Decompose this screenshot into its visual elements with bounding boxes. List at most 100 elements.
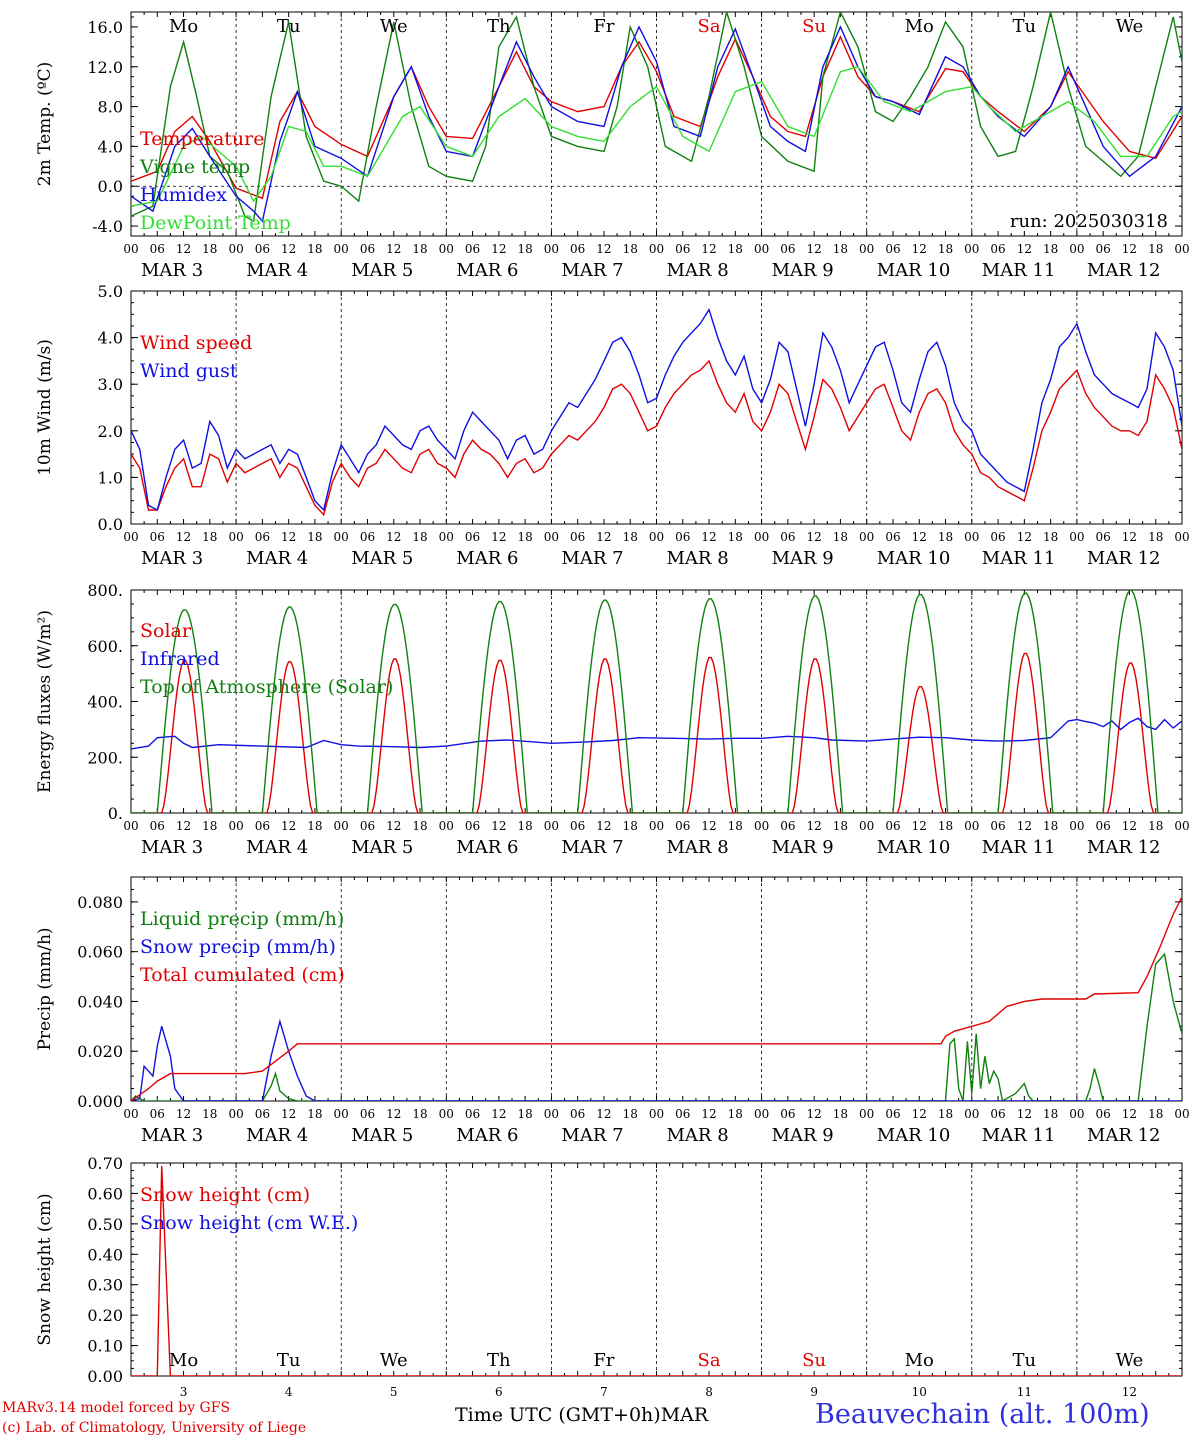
date-label: MAR 4 (246, 1125, 308, 1146)
day-number-label: 6 (495, 1385, 503, 1399)
hour-tick-label: 18 (202, 242, 217, 256)
hour-tick-label: 12 (386, 242, 401, 256)
y-tick-label: 0.020 (77, 1042, 123, 1061)
series-line-infrared (131, 717, 1182, 750)
date-label: MAR 12 (1087, 260, 1161, 281)
hour-tick-label: 00 (754, 1107, 769, 1121)
hour-tick-label: 00 (228, 1107, 243, 1121)
y-tick-label: 8.0 (98, 98, 123, 117)
date-label: MAR 3 (141, 1125, 203, 1146)
hour-tick-label: 18 (623, 819, 638, 833)
y-tick-label: 0.50 (87, 1215, 123, 1234)
weekday-label: Mo (905, 16, 934, 37)
hour-tick-label: 06 (1096, 242, 1111, 256)
hour-tick-label: 00 (964, 819, 979, 833)
y-tick-label: 12.0 (87, 58, 123, 77)
date-label: MAR 3 (141, 260, 203, 281)
hour-tick-label: 12 (701, 819, 716, 833)
y-tick-label: 0.00 (87, 1367, 123, 1386)
date-label: MAR 6 (456, 1125, 518, 1146)
x-axis-title: Time UTC (GMT+0h)MAR (455, 1404, 708, 1426)
hour-tick-label: 00 (439, 819, 454, 833)
hour-tick-label: 12 (912, 530, 927, 544)
lab-credit: (c) Lab. of Climatology, University of L… (2, 1420, 307, 1436)
hour-tick-label: 18 (623, 242, 638, 256)
legend-entry: Liquid precip (mm/h) (140, 908, 344, 930)
weekday-label: Fr (593, 1350, 614, 1371)
hour-tick-label: 00 (544, 530, 559, 544)
date-label: MAR 6 (456, 837, 518, 858)
station-title: Beauvechain (alt. 100m) (815, 1399, 1150, 1430)
y-tick-label: 0.60 (87, 1184, 123, 1203)
y-tick-label: 0.30 (87, 1276, 123, 1295)
weekday-label: Tu (277, 16, 301, 37)
hour-tick-label: 18 (517, 530, 532, 544)
hour-tick-label: 06 (150, 242, 165, 256)
date-label: MAR 10 (877, 548, 951, 569)
hour-tick-label: 00 (439, 242, 454, 256)
weekday-label: Tu (1013, 16, 1037, 37)
day-number-label: 8 (705, 1385, 713, 1399)
weekday-label: Fr (593, 16, 614, 37)
plot-frame (130, 11, 1183, 237)
date-label: MAR 10 (877, 1125, 951, 1146)
hour-tick-label: 12 (281, 1107, 296, 1121)
series-line-dewpoint-temp (131, 65, 1182, 207)
weekday-label: Tu (277, 1350, 301, 1371)
hour-tick-label: 00 (859, 819, 874, 833)
date-label: MAR 8 (667, 260, 729, 281)
legend-entry: Wind gust (140, 360, 238, 382)
hour-tick-label: 12 (281, 530, 296, 544)
hour-tick-label: 00 (649, 1107, 664, 1121)
hour-tick-label: 00 (964, 242, 979, 256)
hour-tick-label: 00 (859, 530, 874, 544)
hour-tick-label: 12 (1017, 1107, 1032, 1121)
hour-tick-label: 00 (1174, 242, 1189, 256)
hour-tick-label: 18 (1148, 819, 1163, 833)
hour-tick-label: 00 (859, 1107, 874, 1121)
legend-entry: Vigne temp (139, 156, 250, 178)
hour-tick-label: 12 (176, 819, 191, 833)
hour-tick-label: 06 (780, 819, 795, 833)
hour-tick-label: 12 (1122, 530, 1137, 544)
hour-tick-label: 18 (623, 530, 638, 544)
date-label: MAR 10 (877, 837, 951, 858)
legend-entry: Humidex (140, 184, 227, 206)
date-label: MAR 4 (246, 548, 308, 569)
hour-tick-label: 06 (360, 242, 375, 256)
date-label: MAR 6 (456, 548, 518, 569)
hour-tick-label: 12 (491, 819, 506, 833)
legend-entry: Solar (140, 620, 192, 642)
series-line-total-cumulated-cm- (131, 895, 1182, 1101)
y-tick-label: 0.040 (77, 992, 123, 1011)
hour-tick-label: 00 (964, 1107, 979, 1121)
hour-tick-label: 06 (150, 1107, 165, 1121)
hour-tick-label: 06 (1096, 1107, 1111, 1121)
day-number-label: 4 (285, 1385, 293, 1399)
panel-2 (130, 290, 1183, 525)
hour-tick-label: 00 (228, 530, 243, 544)
hour-tick-label: 00 (439, 1107, 454, 1121)
hour-tick-label: 06 (885, 1107, 900, 1121)
date-label: MAR 3 (141, 548, 203, 569)
hour-tick-label: 12 (1017, 530, 1032, 544)
weekday-label: We (380, 16, 408, 37)
hour-tick-label: 06 (465, 819, 480, 833)
y-axis-label: Energy fluxes (W/m²) (35, 610, 55, 793)
hour-tick-label: 12 (1017, 242, 1032, 256)
weekday-label: Th (487, 1350, 511, 1371)
hour-tick-label: 18 (623, 1107, 638, 1121)
hour-tick-label: 12 (807, 242, 822, 256)
legend-entry: Infrared (140, 648, 220, 670)
panel-4 (130, 876, 1183, 1102)
y-tick-label: 2.0 (98, 422, 123, 441)
hour-tick-label: 18 (412, 530, 427, 544)
y-tick-label: 0.0 (98, 177, 123, 196)
hour-tick-label: 00 (754, 242, 769, 256)
y-tick-label: 0.70 (87, 1154, 123, 1173)
series-line-temperature (131, 35, 1182, 200)
hour-tick-label: 18 (517, 1107, 532, 1121)
date-label: MAR 4 (246, 260, 308, 281)
hour-tick-label: 06 (255, 242, 270, 256)
hour-tick-label: 18 (1043, 530, 1058, 544)
